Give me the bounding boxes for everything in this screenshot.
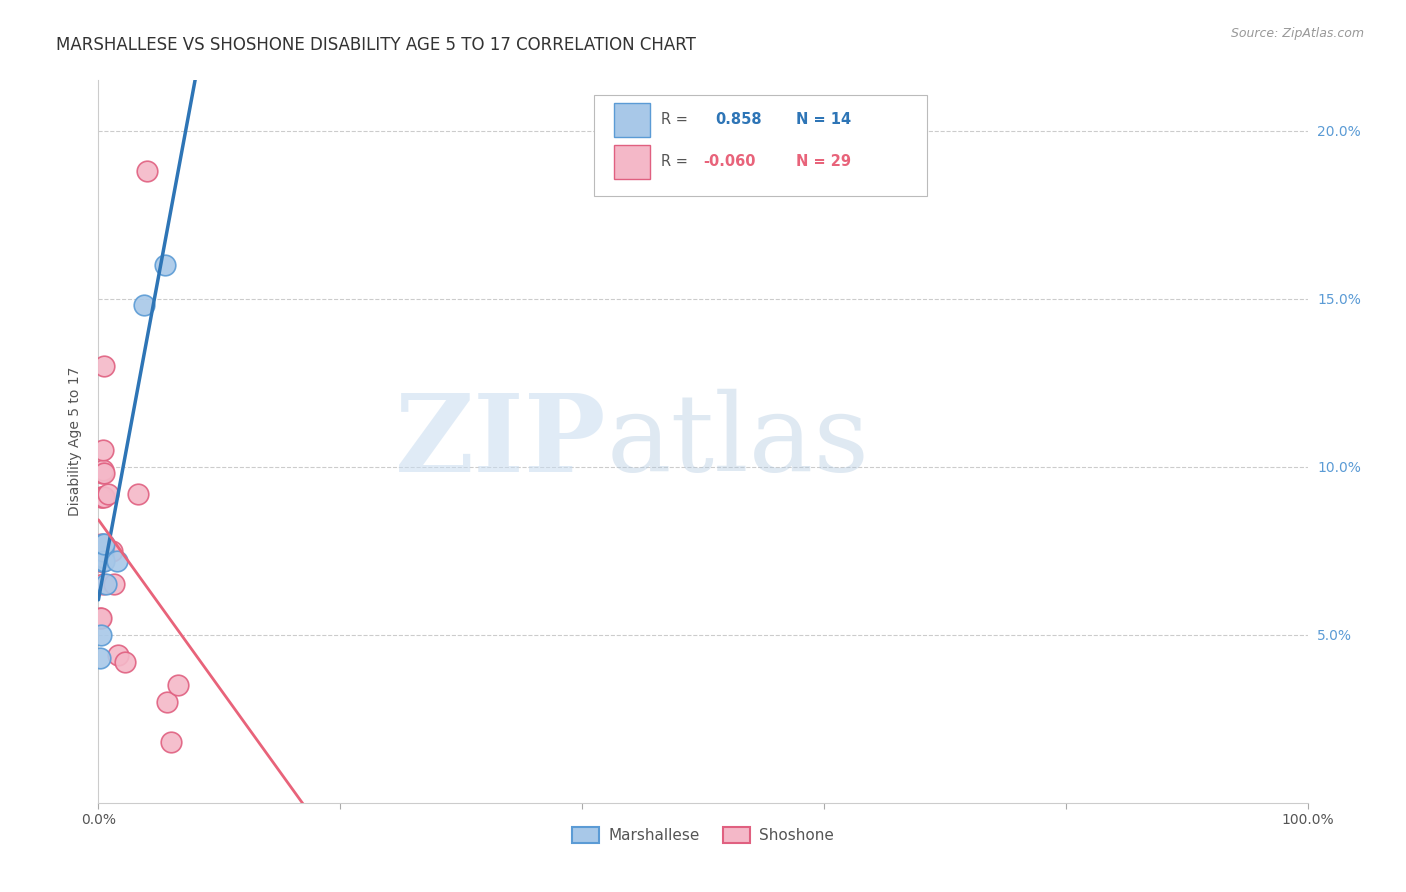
Point: [89, 611, 111, 625]
Text: 0.858: 0.858: [716, 112, 762, 128]
Legend: Marshallese, Shoshone: Marshallese, Shoshone: [565, 822, 841, 849]
Point: [93, 537, 115, 551]
Point: [91, 543, 114, 558]
Point: [91, 537, 114, 551]
Point: [114, 655, 136, 669]
Point: [134, 298, 156, 312]
Point: [107, 648, 129, 662]
Point: [93, 490, 115, 504]
Point: [91, 550, 114, 565]
Y-axis label: Disability Age 5 to 17: Disability Age 5 to 17: [69, 367, 83, 516]
Point: [93, 359, 115, 373]
Point: [93, 554, 115, 568]
Point: [91, 554, 114, 568]
Text: N = 14: N = 14: [796, 112, 851, 128]
Point: [90, 611, 112, 625]
Point: [91, 550, 114, 565]
Point: [91, 577, 114, 591]
Point: [89, 543, 111, 558]
Point: [91, 554, 114, 568]
Point: [90, 554, 112, 568]
Point: [103, 577, 125, 591]
Point: [91, 463, 114, 477]
Text: R =: R =: [661, 112, 688, 128]
Point: [91, 543, 114, 558]
Point: [160, 735, 183, 749]
Point: [100, 543, 122, 558]
Text: Source: ZipAtlas.com: Source: ZipAtlas.com: [1230, 27, 1364, 40]
FancyBboxPatch shape: [613, 103, 650, 136]
Point: [91, 543, 114, 558]
Point: [89, 651, 111, 665]
FancyBboxPatch shape: [613, 145, 650, 179]
Text: ZIP: ZIP: [395, 389, 606, 494]
Text: -0.060: -0.060: [703, 154, 755, 169]
Point: [153, 258, 176, 272]
Point: [105, 554, 128, 568]
Point: [135, 164, 157, 178]
Point: [156, 695, 179, 709]
Point: [90, 490, 112, 504]
Point: [91, 467, 114, 481]
Point: [89, 554, 111, 568]
Point: [91, 442, 114, 457]
Point: [97, 486, 120, 500]
Text: MARSHALLESE VS SHOSHONE DISABILITY AGE 5 TO 17 CORRELATION CHART: MARSHALLESE VS SHOSHONE DISABILITY AGE 5…: [56, 36, 696, 54]
Point: [90, 628, 112, 642]
Point: [91, 490, 114, 504]
FancyBboxPatch shape: [595, 95, 927, 196]
Point: [167, 678, 190, 692]
Point: [90, 537, 112, 551]
Point: [91, 550, 114, 565]
Point: [127, 486, 149, 500]
Point: [93, 543, 115, 558]
Point: [94, 577, 117, 591]
Text: N = 29: N = 29: [796, 154, 851, 169]
Text: atlas: atlas: [606, 389, 869, 494]
Point: [93, 467, 115, 481]
Text: R =: R =: [661, 154, 688, 169]
